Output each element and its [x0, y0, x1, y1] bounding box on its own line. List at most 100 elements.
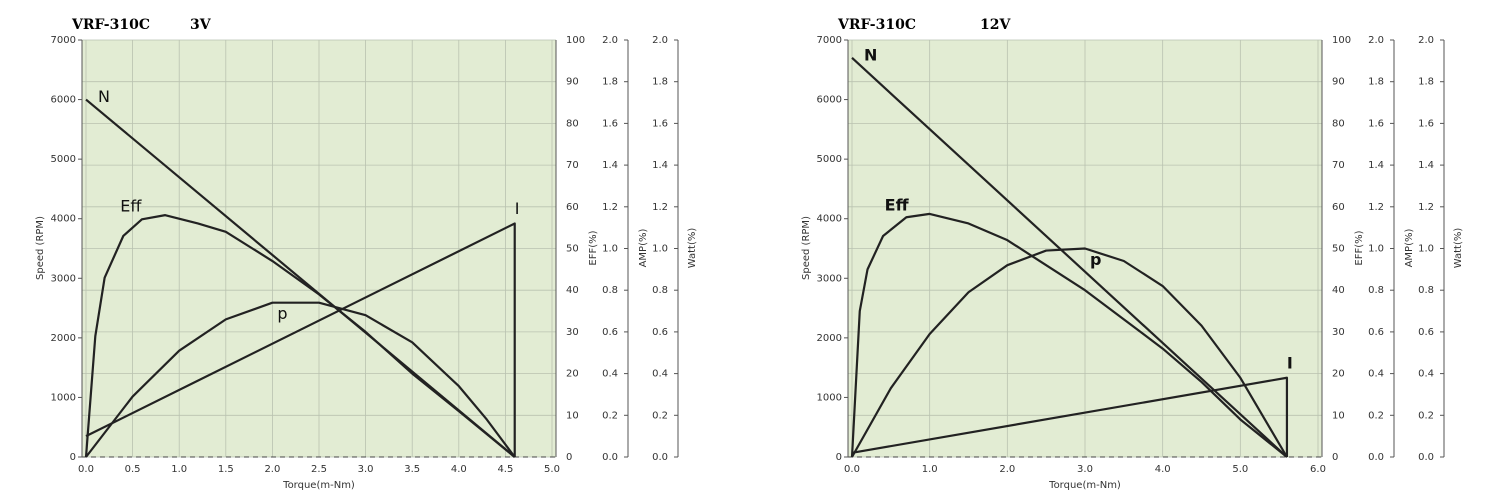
y2label-axis-label: EFF(%) [1354, 230, 1365, 265]
x-tick-label: 3.0 [358, 464, 374, 475]
y2-tick-label: 80 [566, 118, 579, 129]
y2-tick-label: 100 [1332, 35, 1351, 46]
y3-tick-label: 0.6 [1368, 327, 1384, 338]
y2-tick-label: 10 [1332, 410, 1345, 421]
y-tick-label: 7000 [817, 35, 842, 46]
y4-tick-label: 1.8 [1418, 77, 1434, 88]
y-tick-label: 7000 [51, 35, 76, 46]
y2-tick-label: 50 [566, 244, 579, 255]
x-tick-label: 1.0 [171, 464, 187, 475]
y2-tick-label: 40 [566, 285, 579, 296]
series-label: Eff [120, 197, 142, 216]
x-tick-label: 2.0 [999, 464, 1015, 475]
y-tick-label: 3000 [51, 273, 76, 284]
y4-tick-label: 1.8 [652, 77, 668, 88]
chart-subtitle: 3V [190, 17, 212, 33]
y2-tick-label: 50 [1332, 244, 1345, 255]
y3-tick-label: 0.8 [602, 285, 618, 296]
y4-tick-label: 0.6 [652, 327, 668, 338]
x-tick-label: 3.5 [404, 464, 420, 475]
y4-tick-label: 0.0 [1418, 452, 1434, 463]
y2-tick-label: 80 [1332, 118, 1345, 129]
y4-tick-label: 0.6 [1418, 327, 1434, 338]
y4-tick-label: 1.2 [652, 202, 668, 213]
series-label: p [1090, 250, 1101, 269]
y2-tick-label: 70 [566, 160, 579, 171]
y3-tick-label: 0.2 [602, 410, 618, 421]
y-tick-label: 5000 [51, 154, 76, 165]
x-tick-label: 0.0 [78, 464, 94, 475]
y2-tick-label: 0 [1332, 452, 1338, 463]
y4label-axis-label: Watt(%) [687, 228, 698, 269]
chart-title: VRF-310C [837, 17, 916, 33]
x-tick-label: 4.5 [497, 464, 513, 475]
y3-tick-label: 0.6 [602, 327, 618, 338]
series-label: N [98, 87, 110, 106]
x-tick-label: 1.0 [922, 464, 938, 475]
y-tick-label: 2000 [51, 333, 76, 344]
y4-tick-label: 0.4 [1418, 369, 1434, 380]
y3-tick-label: 0.2 [1368, 410, 1384, 421]
x-tick-label: 2.0 [264, 464, 280, 475]
y3-tick-label: 1.2 [602, 202, 618, 213]
y4-tick-label: 0.0 [652, 452, 668, 463]
chart-title: VRF-310C [71, 17, 150, 33]
y3-tick-label: 2.0 [1368, 35, 1384, 46]
y3-tick-label: 1.8 [1368, 77, 1384, 88]
y2-tick-label: 40 [1332, 285, 1345, 296]
y-tick-label: 5000 [817, 154, 842, 165]
y4-tick-label: 1.0 [1418, 244, 1434, 255]
y3-tick-label: 1.0 [1368, 244, 1384, 255]
y4-tick-label: 1.2 [1418, 202, 1434, 213]
y4label-axis-label: Watt(%) [1453, 228, 1464, 269]
y2-tick-label: 30 [566, 327, 579, 338]
y4-tick-label: 1.4 [1418, 160, 1434, 171]
y-tick-label: 6000 [817, 95, 842, 106]
y2-tick-label: 100 [566, 35, 585, 46]
y3-tick-label: 0.8 [1368, 285, 1384, 296]
series-label: I [1287, 353, 1293, 372]
x-tick-label: 2.5 [311, 464, 327, 475]
y2-tick-label: 70 [1332, 160, 1345, 171]
y-tick-label: 2000 [817, 333, 842, 344]
x-tick-label: 3.0 [1077, 464, 1093, 475]
series-line [850, 212, 1288, 458]
y4-tick-label: 0.2 [1418, 410, 1434, 421]
y-tick-label: 3000 [817, 273, 842, 284]
y2-tick-label: 60 [566, 202, 579, 213]
y3-tick-label: 1.8 [602, 77, 618, 88]
series-line [84, 214, 516, 458]
x-tick-label: 6.0 [1310, 464, 1326, 475]
x-tick-label: 0.5 [125, 464, 141, 475]
series-label: Eff [885, 195, 910, 214]
y3-tick-label: 1.2 [1368, 202, 1384, 213]
y-tick-label: 4000 [817, 214, 842, 225]
y-tick-label: 0 [70, 452, 76, 463]
y-tick-label: 1000 [817, 392, 842, 403]
chart-subtitle: 12V [980, 17, 1011, 33]
y3-tick-label: 0.4 [1368, 369, 1384, 380]
y2-tick-label: 60 [1332, 202, 1345, 213]
y3-tick-label: 0.0 [602, 452, 618, 463]
y3-tick-label: 1.4 [602, 160, 618, 171]
y4-tick-label: 0.8 [1418, 285, 1434, 296]
y3-tick-label: 0.0 [1368, 452, 1384, 463]
x-tick-label: 5.0 [1232, 464, 1248, 475]
y4-tick-label: 1.6 [1418, 118, 1434, 129]
y4-tick-label: 1.4 [652, 160, 668, 171]
y-tick-label: 4000 [51, 214, 76, 225]
x-tick-label: 1.5 [218, 464, 234, 475]
x-axis-label: Torque(m-Nm) [1048, 480, 1121, 491]
y2-tick-label: 20 [1332, 369, 1345, 380]
y4-tick-label: 2.0 [652, 35, 668, 46]
y4-tick-label: 1.6 [652, 118, 668, 129]
y3-tick-label: 1.4 [1368, 160, 1384, 171]
x-tick-label: 4.0 [1155, 464, 1171, 475]
x-tick-label: 4.0 [451, 464, 467, 475]
y-tick-label: 6000 [51, 95, 76, 106]
series-line [85, 222, 516, 457]
y3-tick-label: 0.4 [602, 369, 618, 380]
ylabel-axis-label: Speed (RPM) [801, 216, 812, 280]
y3label-axis-label: AMP(%) [638, 229, 649, 268]
